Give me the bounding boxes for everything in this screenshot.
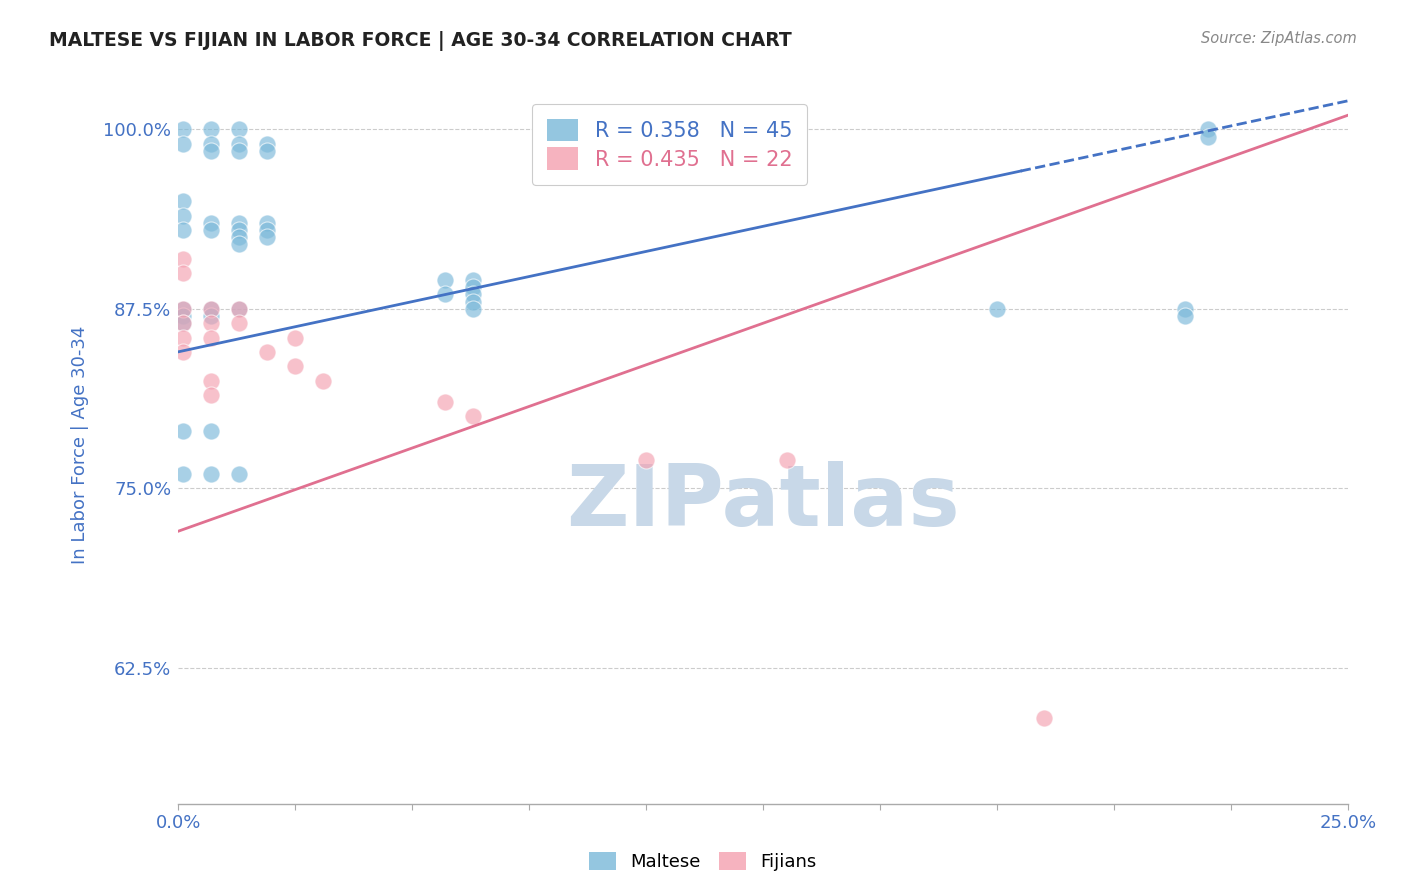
Point	[172, 223, 194, 237]
Point	[200, 301, 222, 316]
Point	[200, 136, 222, 151]
Point	[461, 287, 484, 301]
Legend: Maltese, Fijians: Maltese, Fijians	[582, 845, 824, 879]
Point	[461, 409, 484, 424]
Point	[200, 216, 222, 230]
Point	[172, 309, 194, 323]
Point	[200, 309, 222, 323]
Point	[284, 330, 307, 344]
Point	[228, 216, 250, 230]
Point	[256, 144, 278, 158]
Point	[461, 273, 484, 287]
Point	[1197, 129, 1219, 144]
Point	[200, 144, 222, 158]
Point	[228, 122, 250, 136]
Point	[172, 266, 194, 280]
Point	[228, 237, 250, 252]
Y-axis label: In Labor Force | Age 30-34: In Labor Force | Age 30-34	[72, 326, 89, 565]
Point	[200, 223, 222, 237]
Point	[228, 467, 250, 481]
Point	[172, 467, 194, 481]
Point	[256, 230, 278, 244]
Point	[228, 136, 250, 151]
Point	[433, 273, 456, 287]
Point	[461, 294, 484, 309]
Text: MALTESE VS FIJIAN IN LABOR FORCE | AGE 30-34 CORRELATION CHART: MALTESE VS FIJIAN IN LABOR FORCE | AGE 3…	[49, 31, 792, 51]
Point	[172, 330, 194, 344]
Point	[1173, 309, 1195, 323]
Point	[228, 301, 250, 316]
Point	[200, 467, 222, 481]
Point	[256, 223, 278, 237]
Point	[172, 301, 194, 316]
Point	[200, 122, 222, 136]
Point	[200, 301, 222, 316]
Point	[172, 316, 194, 330]
Point	[312, 374, 335, 388]
Point	[1197, 122, 1219, 136]
Text: Source: ZipAtlas.com: Source: ZipAtlas.com	[1201, 31, 1357, 46]
Point	[200, 374, 222, 388]
Point	[172, 344, 194, 359]
Point	[986, 301, 1008, 316]
Point	[433, 287, 456, 301]
Point	[256, 136, 278, 151]
Point	[256, 344, 278, 359]
Point	[284, 359, 307, 374]
Point	[200, 424, 222, 438]
Legend: R = 0.358   N = 45, R = 0.435   N = 22: R = 0.358 N = 45, R = 0.435 N = 22	[533, 104, 807, 185]
Point	[228, 144, 250, 158]
Point	[636, 452, 658, 467]
Point	[433, 395, 456, 409]
Point	[200, 316, 222, 330]
Point	[172, 209, 194, 223]
Point	[172, 194, 194, 209]
Point	[200, 388, 222, 402]
Point	[172, 136, 194, 151]
Point	[172, 316, 194, 330]
Point	[461, 301, 484, 316]
Point	[228, 316, 250, 330]
Point	[172, 301, 194, 316]
Point	[172, 424, 194, 438]
Point	[461, 280, 484, 294]
Point	[228, 230, 250, 244]
Text: ZIPatlas: ZIPatlas	[567, 461, 960, 544]
Point	[172, 122, 194, 136]
Point	[228, 223, 250, 237]
Point	[1173, 301, 1195, 316]
Point	[172, 252, 194, 266]
Point	[200, 330, 222, 344]
Point	[228, 301, 250, 316]
Point	[1033, 711, 1056, 725]
Point	[256, 216, 278, 230]
Point	[775, 452, 797, 467]
